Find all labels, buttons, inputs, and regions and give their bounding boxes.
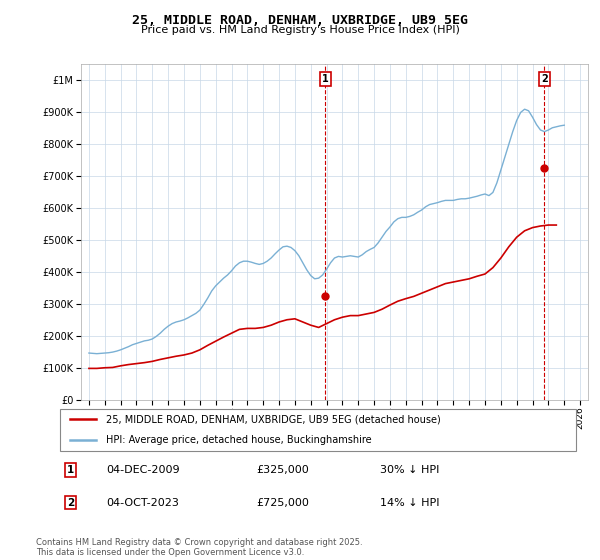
Text: Contains HM Land Registry data © Crown copyright and database right 2025.
This d: Contains HM Land Registry data © Crown c… [36,538,362,557]
Text: £325,000: £325,000 [256,465,309,475]
Text: 1: 1 [67,465,74,475]
FancyBboxPatch shape [60,409,576,451]
Text: 25, MIDDLE ROAD, DENHAM, UXBRIDGE, UB9 5EG (detached house): 25, MIDDLE ROAD, DENHAM, UXBRIDGE, UB9 5… [106,414,441,424]
Text: Price paid vs. HM Land Registry's House Price Index (HPI): Price paid vs. HM Land Registry's House … [140,25,460,35]
Text: 25, MIDDLE ROAD, DENHAM, UXBRIDGE, UB9 5EG: 25, MIDDLE ROAD, DENHAM, UXBRIDGE, UB9 5… [132,14,468,27]
Text: £725,000: £725,000 [256,498,309,507]
Text: 14% ↓ HPI: 14% ↓ HPI [380,498,439,507]
Text: HPI: Average price, detached house, Buckinghamshire: HPI: Average price, detached house, Buck… [106,435,372,445]
Text: 30% ↓ HPI: 30% ↓ HPI [380,465,439,475]
Text: 04-DEC-2009: 04-DEC-2009 [106,465,180,475]
Text: 2: 2 [541,74,548,84]
Text: 2: 2 [67,498,74,507]
Text: 04-OCT-2023: 04-OCT-2023 [106,498,179,507]
Text: 1: 1 [322,74,329,84]
